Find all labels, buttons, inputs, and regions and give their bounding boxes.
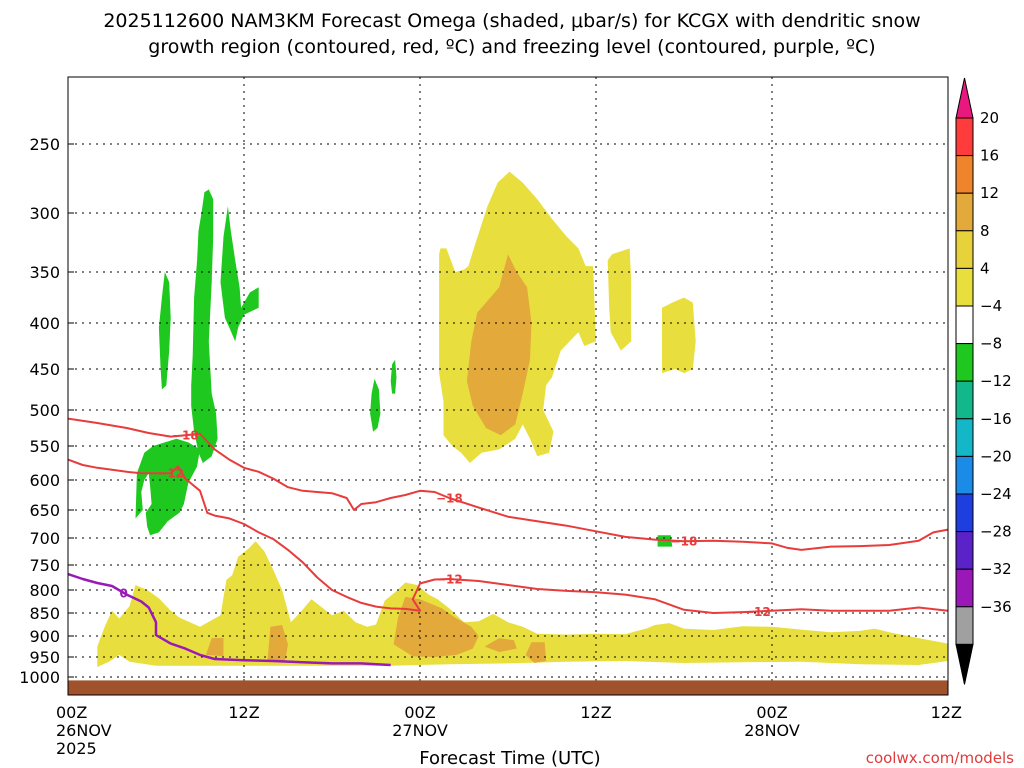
omega-yellow-low-layer	[97, 541, 948, 667]
colorbar-bin-9	[955, 455, 974, 495]
ground-fill	[68, 680, 948, 695]
colorbar-label-12: −32	[980, 560, 1012, 578]
contour-label-dgz_top-1: −18	[436, 492, 463, 506]
colorbar-bin-10	[955, 493, 974, 533]
credit-text: coolwx.com/models	[866, 749, 1014, 767]
colorbar-bin-13	[955, 606, 974, 645]
y-tick-400: 400	[29, 314, 60, 333]
x-tick-2: 00Z	[404, 703, 435, 722]
omega-orange-low-core-3	[525, 642, 547, 663]
x-tick-3: 12Z	[580, 703, 611, 722]
y-tick-300: 300	[29, 204, 60, 223]
colorbar-bin-2	[955, 192, 974, 232]
y-tick-850: 850	[29, 604, 60, 623]
ground	[68, 680, 948, 695]
omega-green-small	[370, 378, 381, 432]
colorbar-bin-12	[955, 568, 974, 608]
y-tick-550: 550	[29, 437, 60, 456]
contour-label-dgz_top-2: −18	[671, 535, 698, 549]
omega-green-tiny	[390, 359, 397, 394]
x-tick-date-2: 27NOV	[392, 721, 448, 740]
y-tick-800: 800	[29, 581, 60, 600]
colorbar-label-2: 12	[980, 184, 999, 202]
x-tick-year-0: 2025	[56, 739, 97, 758]
y-tick-900: 900	[29, 627, 60, 646]
omega-green-lower-blob	[135, 438, 200, 536]
contour-label-freezing-0: 0	[120, 586, 128, 600]
x-tick-0: 00Z	[56, 703, 87, 722]
y-tick-700: 700	[29, 529, 60, 548]
colorbar-bin-1	[955, 155, 974, 194]
colorbar-label-6: −8	[980, 335, 1002, 353]
contour-label-dgz_bottom-2: −12	[744, 605, 771, 619]
colorbar-bin-6	[955, 343, 974, 382]
omega-shading	[97, 171, 948, 667]
y-tick-350: 350	[29, 263, 60, 282]
omega-yellow-upper-bit	[607, 248, 632, 351]
omega-green-thin-left	[158, 272, 171, 390]
omega-orange-low-core-2	[484, 638, 517, 652]
colorbar-label-7: −12	[980, 372, 1012, 390]
colorbar-label-8: −16	[980, 410, 1012, 428]
colorbar-bin-0	[955, 117, 974, 157]
contour-dgz_bottom	[68, 458, 948, 614]
y-tick-1000: 1000	[19, 668, 60, 687]
contour-labels: −18 −18 −18 −12 −12 −12 0	[120, 429, 771, 619]
y-tick-450: 450	[29, 360, 60, 379]
x-tick-date-4: 28NOV	[744, 721, 800, 740]
colorbar: 20 16 12 8 4 −4 −8 −12 −16 −20 −24 −28 −32 −36	[955, 77, 1012, 685]
colorbar-label-4: 4	[980, 259, 990, 277]
y-tick-500: 500	[29, 401, 60, 420]
contours	[68, 417, 948, 667]
colorbar-bin-5	[955, 305, 974, 345]
colorbar-label-0: 20	[980, 109, 999, 127]
x-tick-1: 12Z	[228, 703, 259, 722]
contour-label-dgz_bottom-1: −12	[436, 573, 463, 587]
colorbar-label-11: −28	[980, 523, 1012, 541]
colorbar-label-5: −4	[980, 297, 1002, 315]
colorbar-label-10: −24	[980, 485, 1012, 503]
omega-orange-upper-core	[466, 254, 532, 436]
colorbar-bin-3	[955, 230, 974, 269]
omega-yellow-right-column	[662, 297, 696, 374]
omega-orange-low-core-4	[267, 625, 288, 662]
x-tick-4: 00Z	[756, 703, 787, 722]
chart-title-line-1: 2025112600 NAM3KM Forecast Omega (shaded…	[103, 10, 920, 32]
y-tick-250: 250	[29, 135, 60, 154]
colorbar-top-arrow	[955, 77, 974, 119]
chart-title-line-2: growth region (contoured, red, ºC) and f…	[148, 36, 875, 58]
colorbar-label-9: −20	[980, 447, 1012, 465]
colorbar-label-13: −36	[980, 598, 1012, 616]
plot-frame	[67, 76, 949, 696]
contour-label-dgz_top-0: −18	[172, 429, 199, 443]
omega-orange-low-core	[393, 596, 479, 657]
colorbar-bin-11	[955, 531, 974, 570]
y-tick-650: 650	[29, 501, 60, 520]
x-tick-5: 12Z	[931, 703, 962, 722]
omega-green-spike	[220, 206, 259, 342]
colorbar-label-1: 16	[980, 147, 999, 165]
contour-dgz_top	[68, 417, 948, 551]
y-axis: 250 300 350 400 450 500 550 600 650 700 750 800 850 9…	[19, 135, 74, 687]
x-tick-date-0: 26NOV	[56, 721, 112, 740]
colorbar-bin-7	[955, 380, 974, 420]
colorbar-bin-4	[955, 267, 974, 307]
y-tick-750: 750	[29, 556, 60, 575]
contour-label-dgz_bottom-0: −12	[157, 467, 184, 481]
omega-orange-low-core-5	[205, 638, 224, 657]
y-tick-950: 950	[29, 648, 60, 667]
y-tick-600: 600	[29, 471, 60, 490]
colorbar-bottom-arrow	[955, 643, 974, 685]
contour-freezing	[68, 572, 391, 667]
colorbar-label-3: 8	[980, 222, 990, 240]
omega-green-upper-column	[191, 189, 218, 463]
x-axis-label: Forecast Time (UTC)	[419, 748, 600, 768]
colorbar-bin-8	[955, 418, 974, 457]
